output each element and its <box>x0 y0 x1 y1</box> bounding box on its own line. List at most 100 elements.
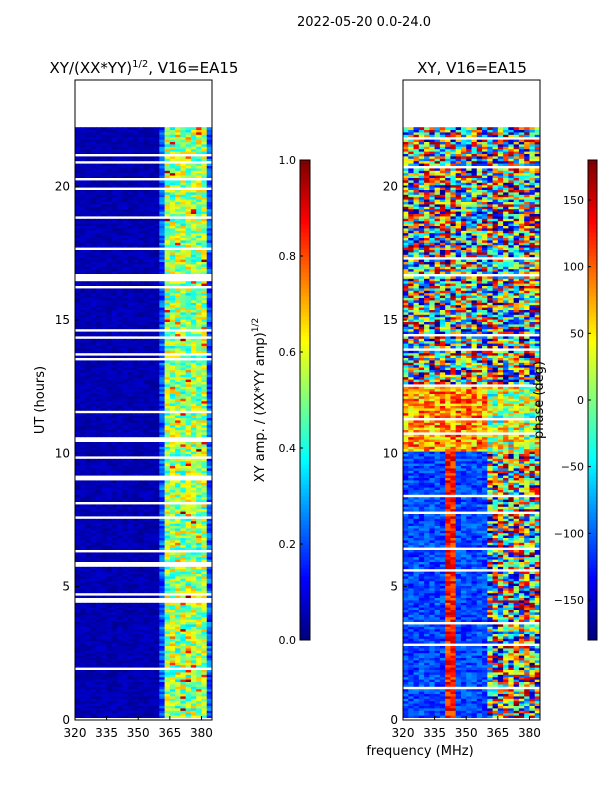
panel1-cell <box>170 691 176 694</box>
panel1-cell <box>107 576 113 579</box>
panel1-cell <box>75 470 81 473</box>
panel1-cell <box>154 569 160 572</box>
panel1-cell <box>196 660 202 663</box>
panel1-cell <box>159 487 165 490</box>
panel1-cell <box>107 434 113 437</box>
panel1-cell <box>80 706 86 709</box>
panel1-cell <box>196 710 202 713</box>
panel1-cell <box>149 386 155 389</box>
panel1-cell <box>128 458 134 461</box>
panel1-cell <box>112 571 118 574</box>
panel1-cell <box>165 590 171 593</box>
panel1-cell <box>86 650 92 653</box>
panel1-cell <box>138 386 144 389</box>
panel1-cell <box>165 506 171 509</box>
panel1-cell <box>75 463 81 466</box>
panel1-cell <box>165 646 171 649</box>
panel1-cell <box>96 389 102 392</box>
panel1-cell <box>91 667 97 670</box>
panel1-cell <box>159 384 165 387</box>
panel1-cell <box>96 386 102 389</box>
panel1-cell <box>75 665 81 668</box>
panel1-title-sup: 1/2 <box>132 59 148 70</box>
panel1-cell <box>144 595 150 598</box>
panel1-cell <box>101 413 107 416</box>
panel1-cell <box>122 670 128 673</box>
panel1-cell <box>159 394 165 397</box>
panel1-cell <box>96 612 102 615</box>
panel1-cell <box>96 586 102 589</box>
panel1-cell <box>154 509 160 512</box>
panel1-cell <box>91 578 97 581</box>
panel1-cell <box>165 624 171 627</box>
panel1-cell <box>201 610 207 613</box>
panel1-cell <box>149 470 155 473</box>
panel1-cell <box>149 437 155 440</box>
panel1-cell <box>122 540 128 543</box>
panel1-cell <box>128 451 134 454</box>
panel1-cell <box>149 674 155 677</box>
panel1-cell <box>144 439 150 442</box>
panel1-cell <box>107 413 113 416</box>
panel1-cell <box>133 595 139 598</box>
panel1-cell <box>201 425 207 428</box>
panel1-cell <box>144 710 150 713</box>
panel1-cell <box>180 646 186 649</box>
panel1-cell <box>186 490 192 493</box>
panel1-cell <box>165 578 171 581</box>
panel1-cell <box>91 458 97 461</box>
panel1-cell <box>96 415 102 418</box>
panel1-cell <box>149 559 155 562</box>
panel1-cell <box>128 468 134 471</box>
panel1-cell <box>128 396 134 399</box>
panel1-cell <box>138 538 144 541</box>
panel1-cell <box>112 497 118 500</box>
panel1-cell <box>107 566 113 569</box>
panel1-cell <box>80 634 86 637</box>
panel1-cell <box>144 682 150 685</box>
panel1-cell <box>128 679 134 682</box>
panel1-cell <box>80 581 86 584</box>
panel1-cell <box>175 545 181 548</box>
panel1-cell <box>165 612 171 615</box>
panel1-cell <box>112 698 118 701</box>
panel1-cell <box>117 713 123 716</box>
panel1-cell <box>86 384 92 387</box>
panel1-cell <box>96 502 102 505</box>
panel1-cell <box>117 494 123 497</box>
panel1-cell <box>144 468 150 471</box>
panel1-cell <box>86 554 92 557</box>
panel1-cell <box>170 530 176 533</box>
panel1-cell <box>91 523 97 526</box>
panel1-cell <box>191 698 197 701</box>
panel1-cell <box>75 389 81 392</box>
panel1-cell <box>101 574 107 577</box>
panel1-cell <box>86 535 92 538</box>
panel1-cell <box>91 394 97 397</box>
panel1-cell <box>138 590 144 593</box>
panel1-cell <box>144 658 150 661</box>
panel1-cell <box>154 713 160 716</box>
panel1-cell <box>180 713 186 716</box>
panel1-cell <box>122 571 128 574</box>
panel1-cell <box>96 557 102 560</box>
panel1-cell <box>122 554 128 557</box>
panel1-cell <box>191 552 197 555</box>
panel1-cell <box>138 713 144 716</box>
panel1-cell <box>80 542 86 545</box>
panel1-cell <box>201 482 207 485</box>
panel1-cell <box>201 662 207 665</box>
panel1-cell <box>191 497 197 500</box>
panel1-cell <box>149 401 155 404</box>
panel1-cell <box>80 576 86 579</box>
panel1-cell <box>159 437 165 440</box>
panel1-cell <box>133 638 139 641</box>
panel1-cell <box>154 557 160 560</box>
panel1-cell <box>144 559 150 562</box>
panel1-cell <box>175 482 181 485</box>
panel1-cell <box>186 566 192 569</box>
panel1-cell <box>86 682 92 685</box>
panel1-cell <box>112 518 118 521</box>
panel1-cell <box>170 403 176 406</box>
panel1-cell <box>96 550 102 553</box>
